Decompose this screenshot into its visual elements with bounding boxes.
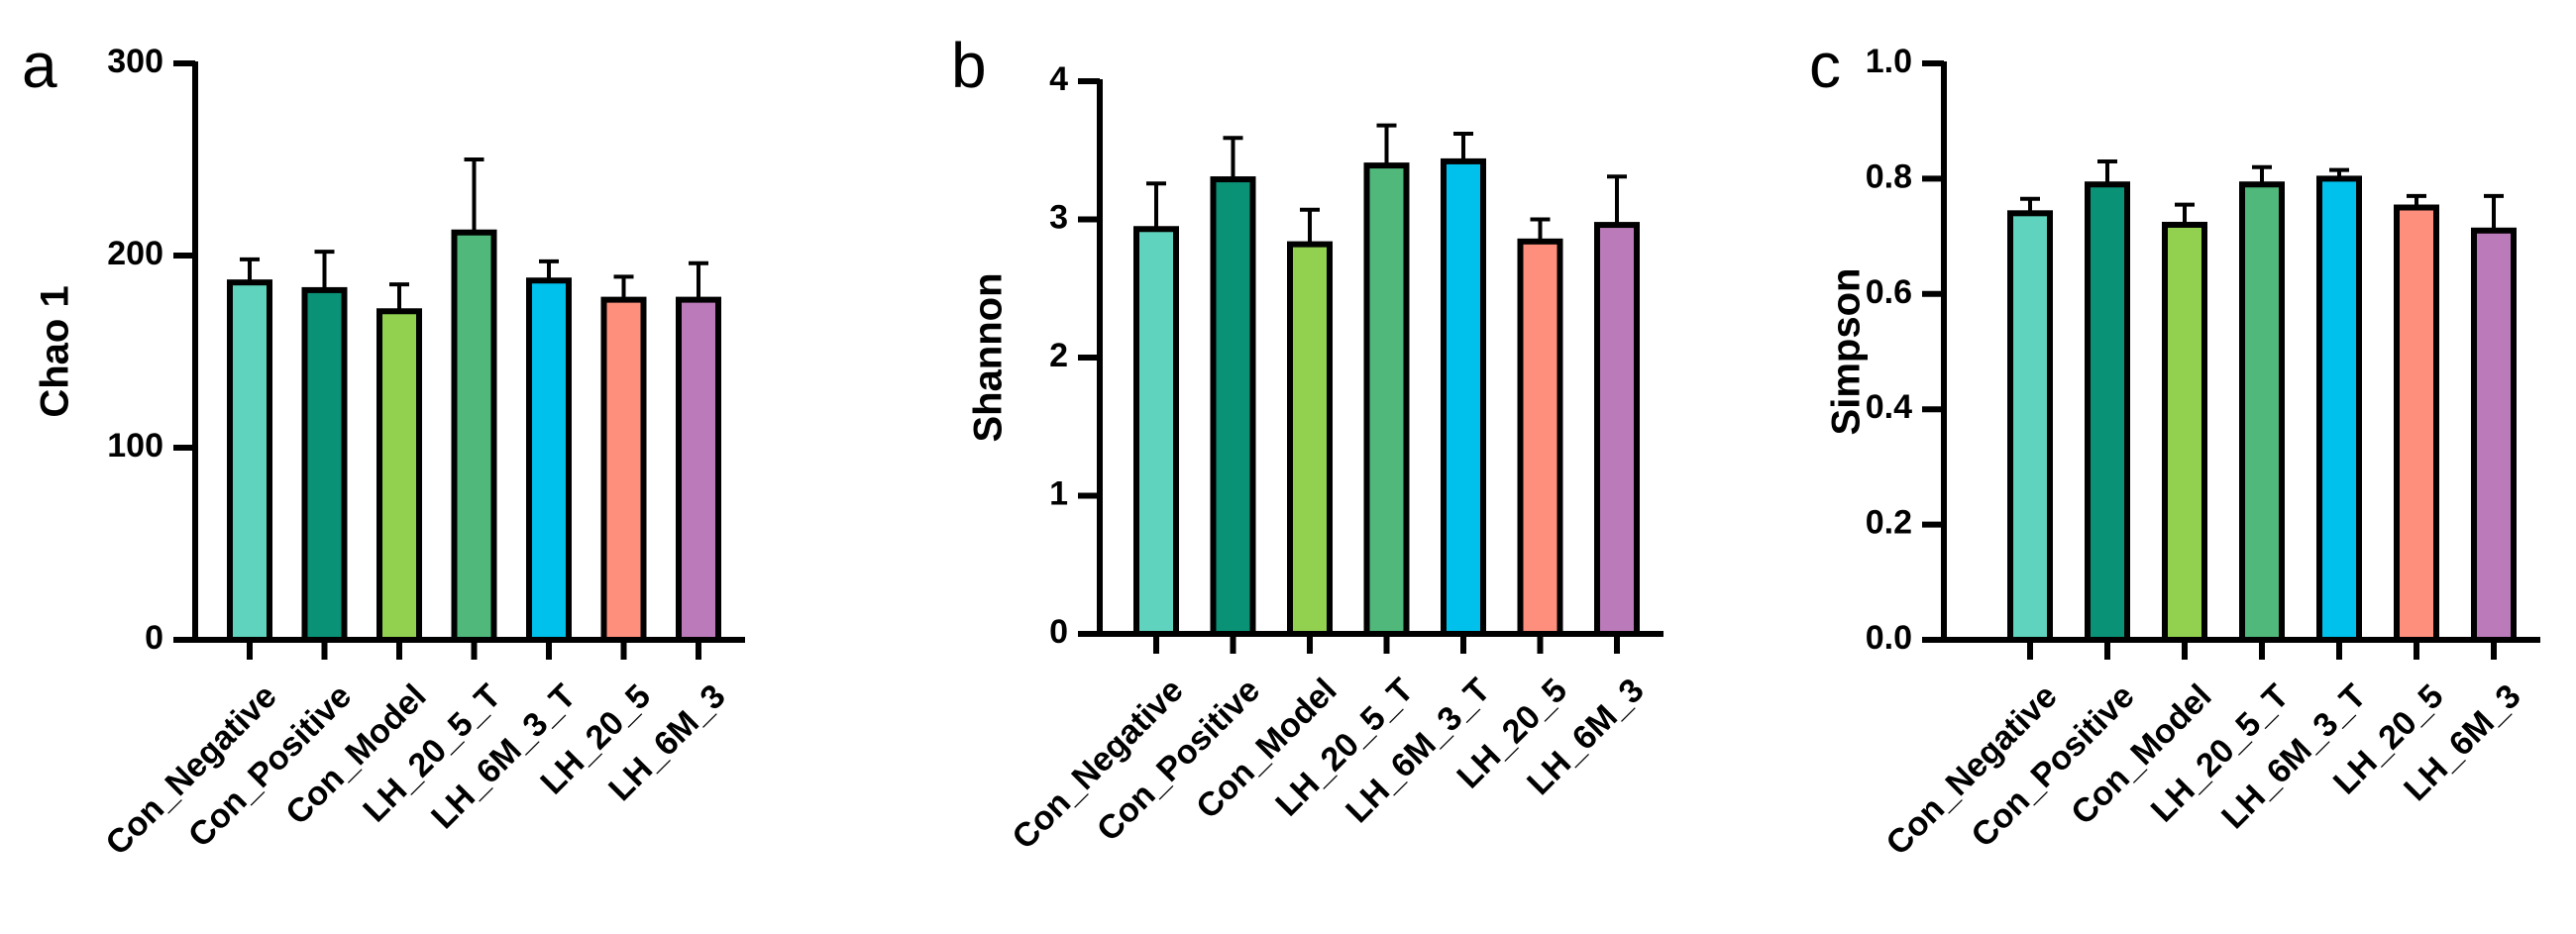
bar-LH_6M_3 <box>676 296 721 643</box>
bar-Con_Model <box>2162 221 2207 644</box>
bar-LH_20_5_T <box>1363 162 1410 637</box>
bar-LH_20_5 <box>600 296 647 643</box>
bar-Con_Negative <box>1133 226 1179 637</box>
y-tick-label: 1.0 <box>1866 43 1912 80</box>
y-tick-label: 0.8 <box>1866 157 1912 195</box>
bar-Con_Model <box>376 308 422 643</box>
bar-LH_20_5 <box>2394 204 2439 643</box>
bar-Con_Positive <box>2085 181 2130 643</box>
panel-letter-a: a <box>22 30 57 101</box>
bar-LH_6M_3_T <box>1441 157 1486 637</box>
panel-letter-c: c <box>1809 30 1841 101</box>
y-axis-label: Chao 1 <box>34 285 77 417</box>
y-tick-label: 100 <box>107 427 163 465</box>
bar-LH_6M_3_T <box>526 277 572 643</box>
bar-LH_6M_3 <box>1594 222 1640 638</box>
panel-letter-b: b <box>951 30 987 101</box>
y-tick-label: 2 <box>1049 337 1068 374</box>
y-tick-label: 0.6 <box>1866 273 1912 311</box>
y-tick-label: 0.2 <box>1866 504 1912 542</box>
chart-panel-b: bShannon01234Con_NegativeCon_PositiveCon… <box>951 30 1664 857</box>
bar-LH_6M_3 <box>2471 227 2517 643</box>
bar-Con_Positive <box>301 286 348 643</box>
bar-LH_20_5 <box>1517 238 1563 637</box>
bar-Con_Negative <box>2007 210 2053 643</box>
chart-panel-c: cSimpson0.00.20.40.60.81.0Con_NegativeCo… <box>1809 30 2540 863</box>
bar-Con_Model <box>1287 241 1333 638</box>
y-tick-label: 0.4 <box>1866 388 1912 426</box>
y-tick-label: 4 <box>1049 60 1068 98</box>
bar-LH_6M_3_T <box>2316 175 2362 643</box>
bar-Con_Positive <box>1210 176 1256 637</box>
y-tick-label: 3 <box>1049 198 1068 236</box>
y-tick-label: 1 <box>1049 474 1068 512</box>
y-tick-label: 0 <box>1049 613 1068 651</box>
y-axis-label: Shannon <box>967 272 1011 442</box>
y-axis-label: Simpson <box>1825 268 1869 436</box>
bar-LH_20_5_T <box>451 229 497 643</box>
y-tick-label: 200 <box>107 235 163 272</box>
bar-Con_Negative <box>227 279 272 643</box>
y-tick-label: 0 <box>145 619 163 657</box>
y-tick-label: 300 <box>107 43 163 80</box>
bar-LH_20_5_T <box>2239 181 2285 643</box>
y-tick-label: 0.0 <box>1866 619 1912 657</box>
